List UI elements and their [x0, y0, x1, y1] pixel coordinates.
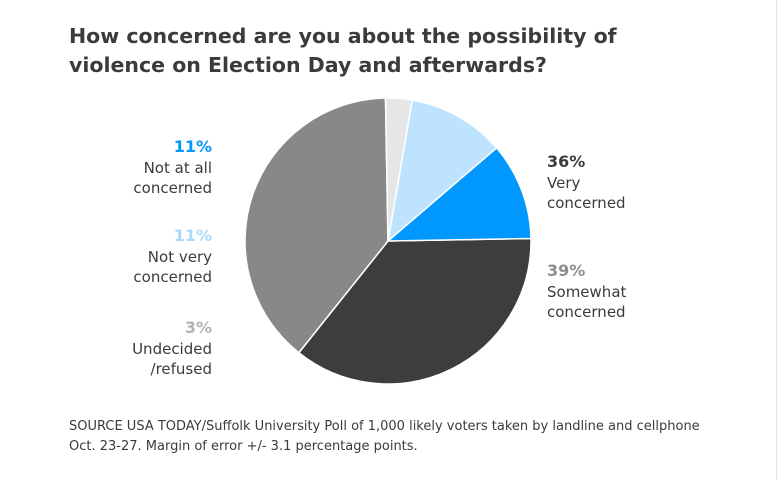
pie-slice-somewhat-concerned — [244, 97, 389, 354]
pct-very-concerned: 36% — [547, 152, 586, 171]
text-undecided-refused: Undecided /refused — [132, 339, 212, 379]
pie-chart — [244, 97, 532, 385]
text-not-very-concerned: Not very concerned — [133, 247, 212, 287]
source-note: SOURCE USA TODAY/Suffolk University Poll… — [69, 419, 700, 454]
pct-somewhat-concerned: 39% — [547, 261, 586, 280]
pie-slice-not-at-all-concerned — [385, 146, 532, 242]
right-border-line — [776, 0, 777, 480]
pct-not-at-all-concerned: 11% — [173, 137, 212, 156]
text-very-concerned: Very concerned — [547, 173, 626, 213]
chart-title: How concerned are you about the possibil… — [69, 24, 617, 77]
label-not-very-concerned: 11% Not very concerned — [52, 226, 212, 288]
pct-not-very-concerned: 11% — [173, 226, 212, 245]
label-very-concerned: 36% Very concerned — [547, 152, 727, 214]
text-somewhat-concerned: Somewhat concerned — [547, 282, 627, 322]
pie-slice-not-very-concerned — [386, 99, 498, 243]
label-undecided-refused: 3% Undecided /refused — [52, 318, 212, 380]
pie-slice-very-concerned — [297, 237, 532, 385]
label-somewhat-concerned: 39% Somewhat concerned — [547, 261, 727, 323]
pct-undecided-refused: 3% — [184, 318, 212, 337]
label-not-at-all-concerned: 11% Not at all concerned — [52, 137, 212, 199]
text-not-at-all-concerned: Not at all concerned — [133, 158, 212, 198]
